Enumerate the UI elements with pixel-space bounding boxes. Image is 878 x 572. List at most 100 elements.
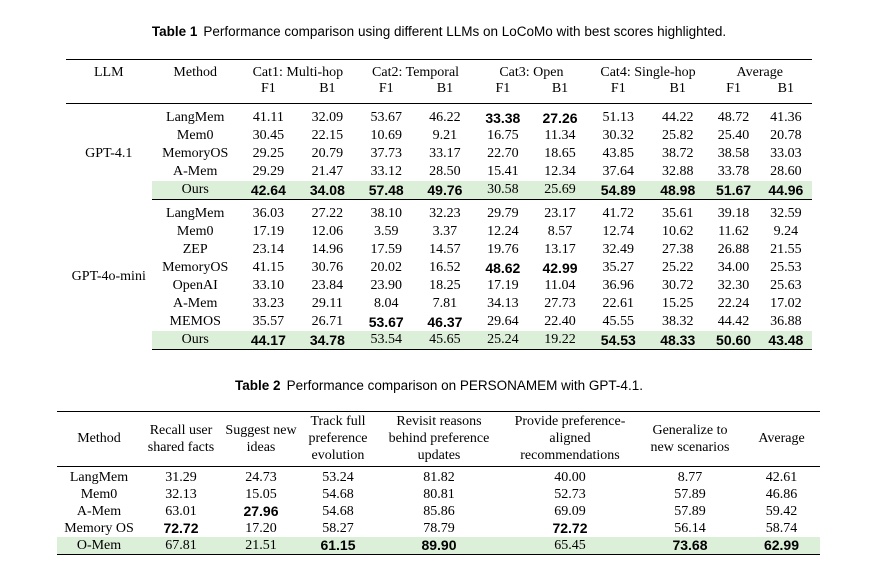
- table-row: LangMem 31.29 24.73 53.24 81.82 40.00 8.77 42.6…: [57, 467, 820, 487]
- table-row: MemoryOS 41.15 30.76 20.02 16.52 48.62 42.99 35…: [66, 259, 812, 277]
- score-cell: 28.60: [770, 164, 802, 179]
- score-cell: 15.05: [245, 487, 277, 502]
- score-cell: 34.13: [487, 296, 519, 311]
- col-f1: F1: [238, 81, 298, 104]
- score-cell: 53.54: [356, 331, 416, 350]
- score-cell: 9.21: [432, 128, 458, 143]
- score-cell: 18.65: [544, 146, 576, 161]
- score-cell: 58.74: [765, 521, 798, 536]
- score-cell: 36.03: [252, 206, 285, 221]
- table1-caption: Table 1 Performance comparison using diff…: [0, 24, 878, 39]
- score-cell: 25.69: [531, 181, 589, 200]
- score-cell: 42.99: [542, 260, 578, 276]
- score-cell: 23.14: [252, 242, 285, 257]
- score-cell: 29.25: [252, 146, 285, 161]
- score-cell: 41.11: [252, 110, 284, 125]
- score-cell: 21.47: [311, 164, 344, 179]
- score-cell: 89.90: [375, 537, 503, 555]
- score-cell: 30.32: [602, 128, 635, 143]
- table-row: ZEP 23.14 14.96 17.59 14.57 19.76 13.17 32.49 27…: [66, 241, 812, 259]
- score-cell: 26.88: [717, 242, 750, 257]
- score-cell: 48.98: [648, 181, 708, 200]
- score-cell: 32.23: [429, 206, 461, 221]
- table2-col-header: Track full preference evolution: [301, 411, 375, 467]
- score-cell: 46.22: [429, 110, 461, 125]
- method-cell: Mem0: [176, 128, 214, 143]
- score-cell: 35.27: [602, 260, 635, 275]
- method-cell: O-Mem: [57, 537, 141, 555]
- score-cell: 21.55: [770, 242, 802, 257]
- score-cell: 53.67: [368, 314, 404, 330]
- llm-cell: GPT-4.1: [85, 146, 133, 162]
- score-cell: 3.37: [432, 224, 458, 239]
- score-cell: 9.24: [773, 224, 799, 239]
- score-cell: 33.12: [370, 164, 402, 179]
- score-cell: 22.15: [311, 128, 344, 143]
- score-cell: 11.62: [718, 224, 750, 239]
- score-cell: 45.65: [415, 331, 475, 350]
- score-cell: 61.15: [301, 537, 375, 555]
- score-cell: 15.25: [661, 296, 694, 311]
- score-cell: 3.59: [373, 224, 399, 239]
- table-row: Memory OS 72.72 17.20 58.27 78.79 72.72 56.14 5…: [57, 520, 820, 537]
- score-cell: 81.82: [423, 470, 455, 485]
- score-cell: 26.71: [311, 314, 344, 329]
- score-cell: 51.13: [602, 110, 635, 125]
- score-cell: 19.22: [531, 331, 589, 350]
- score-cell: 38.58: [717, 146, 750, 161]
- score-cell: 32.88: [661, 164, 694, 179]
- score-cell: 14.96: [311, 242, 344, 257]
- score-cell: 13.17: [544, 242, 576, 257]
- table-row: O-Mem 67.81 21.51 61.15 89.90 65.45 73.68 62.99: [57, 537, 820, 555]
- score-cell: 25.82: [661, 128, 694, 143]
- table-row: Ours 42.64 34.08 57.48 49.76 30.58 25.69 54.89 4…: [66, 181, 812, 200]
- score-cell: 53.67: [370, 110, 402, 125]
- score-cell: 25.22: [661, 260, 694, 275]
- score-cell: 16.52: [429, 260, 461, 275]
- score-cell: 33.17: [429, 146, 461, 161]
- score-cell: 43.48: [759, 331, 812, 350]
- score-cell: 37.64: [602, 164, 635, 179]
- method-cell: OpenAI: [172, 278, 218, 293]
- score-cell: 22.61: [602, 296, 635, 311]
- score-cell: 7.81: [432, 296, 458, 311]
- score-cell: 36.88: [770, 314, 802, 329]
- col-group: Cat1: Multi-hop: [238, 59, 357, 81]
- table2-caption-text: Performance comparison on PERSONAMEM wit…: [286, 378, 643, 393]
- table-row: A-Mem 29.29 21.47 33.12 28.50 15.41 12.34 37.64…: [66, 163, 812, 181]
- score-cell: 46.37: [427, 314, 463, 330]
- table2-body: LangMem 31.29 24.73 53.24 81.82 40.00 8.77 42.6…: [57, 467, 820, 555]
- score-cell: 49.76: [415, 181, 475, 200]
- score-cell: 63.01: [165, 504, 197, 519]
- score-cell: 38.10: [370, 206, 402, 221]
- score-cell: 33.38: [485, 110, 521, 126]
- table-row: Mem0 32.13 15.05 54.68 80.81 52.73 57.89 46.86: [57, 486, 820, 503]
- score-cell: 27.38: [661, 242, 694, 257]
- llm-cell: GPT-4o-mini: [71, 269, 146, 284]
- score-cell: 29.29: [252, 164, 285, 179]
- score-cell: 44.96: [759, 181, 812, 200]
- score-cell: 32.13: [165, 487, 197, 502]
- score-cell: 32.30: [717, 278, 750, 293]
- table2-col-header: Revisit reasons behind preference update…: [375, 411, 503, 467]
- score-cell: 41.36: [770, 110, 802, 125]
- method-cell: Ours: [151, 331, 239, 350]
- score-cell: 27.73: [544, 296, 576, 311]
- method-cell: MEMOS: [169, 314, 221, 329]
- score-cell: 33.10: [252, 278, 285, 293]
- col-b1: B1: [759, 81, 812, 104]
- method-cell: A-Mem: [173, 164, 218, 179]
- score-cell: 8.04: [373, 296, 399, 311]
- method-cell: LangMem: [166, 110, 225, 125]
- score-cell: 40.00: [554, 470, 586, 485]
- score-cell: 59.42: [765, 504, 798, 519]
- table2-header-row: Method Recall user shared facts Suggest ne…: [57, 411, 820, 467]
- score-cell: 46.86: [765, 487, 798, 502]
- score-cell: 44.42: [717, 314, 750, 329]
- score-cell: 52.73: [554, 487, 586, 502]
- col-group: Cat3: Open: [474, 59, 589, 81]
- col-b1: B1: [648, 81, 708, 104]
- method-cell: A-Mem: [76, 504, 122, 519]
- score-cell: 36.96: [602, 278, 635, 293]
- col-llm: LLM: [66, 59, 152, 81]
